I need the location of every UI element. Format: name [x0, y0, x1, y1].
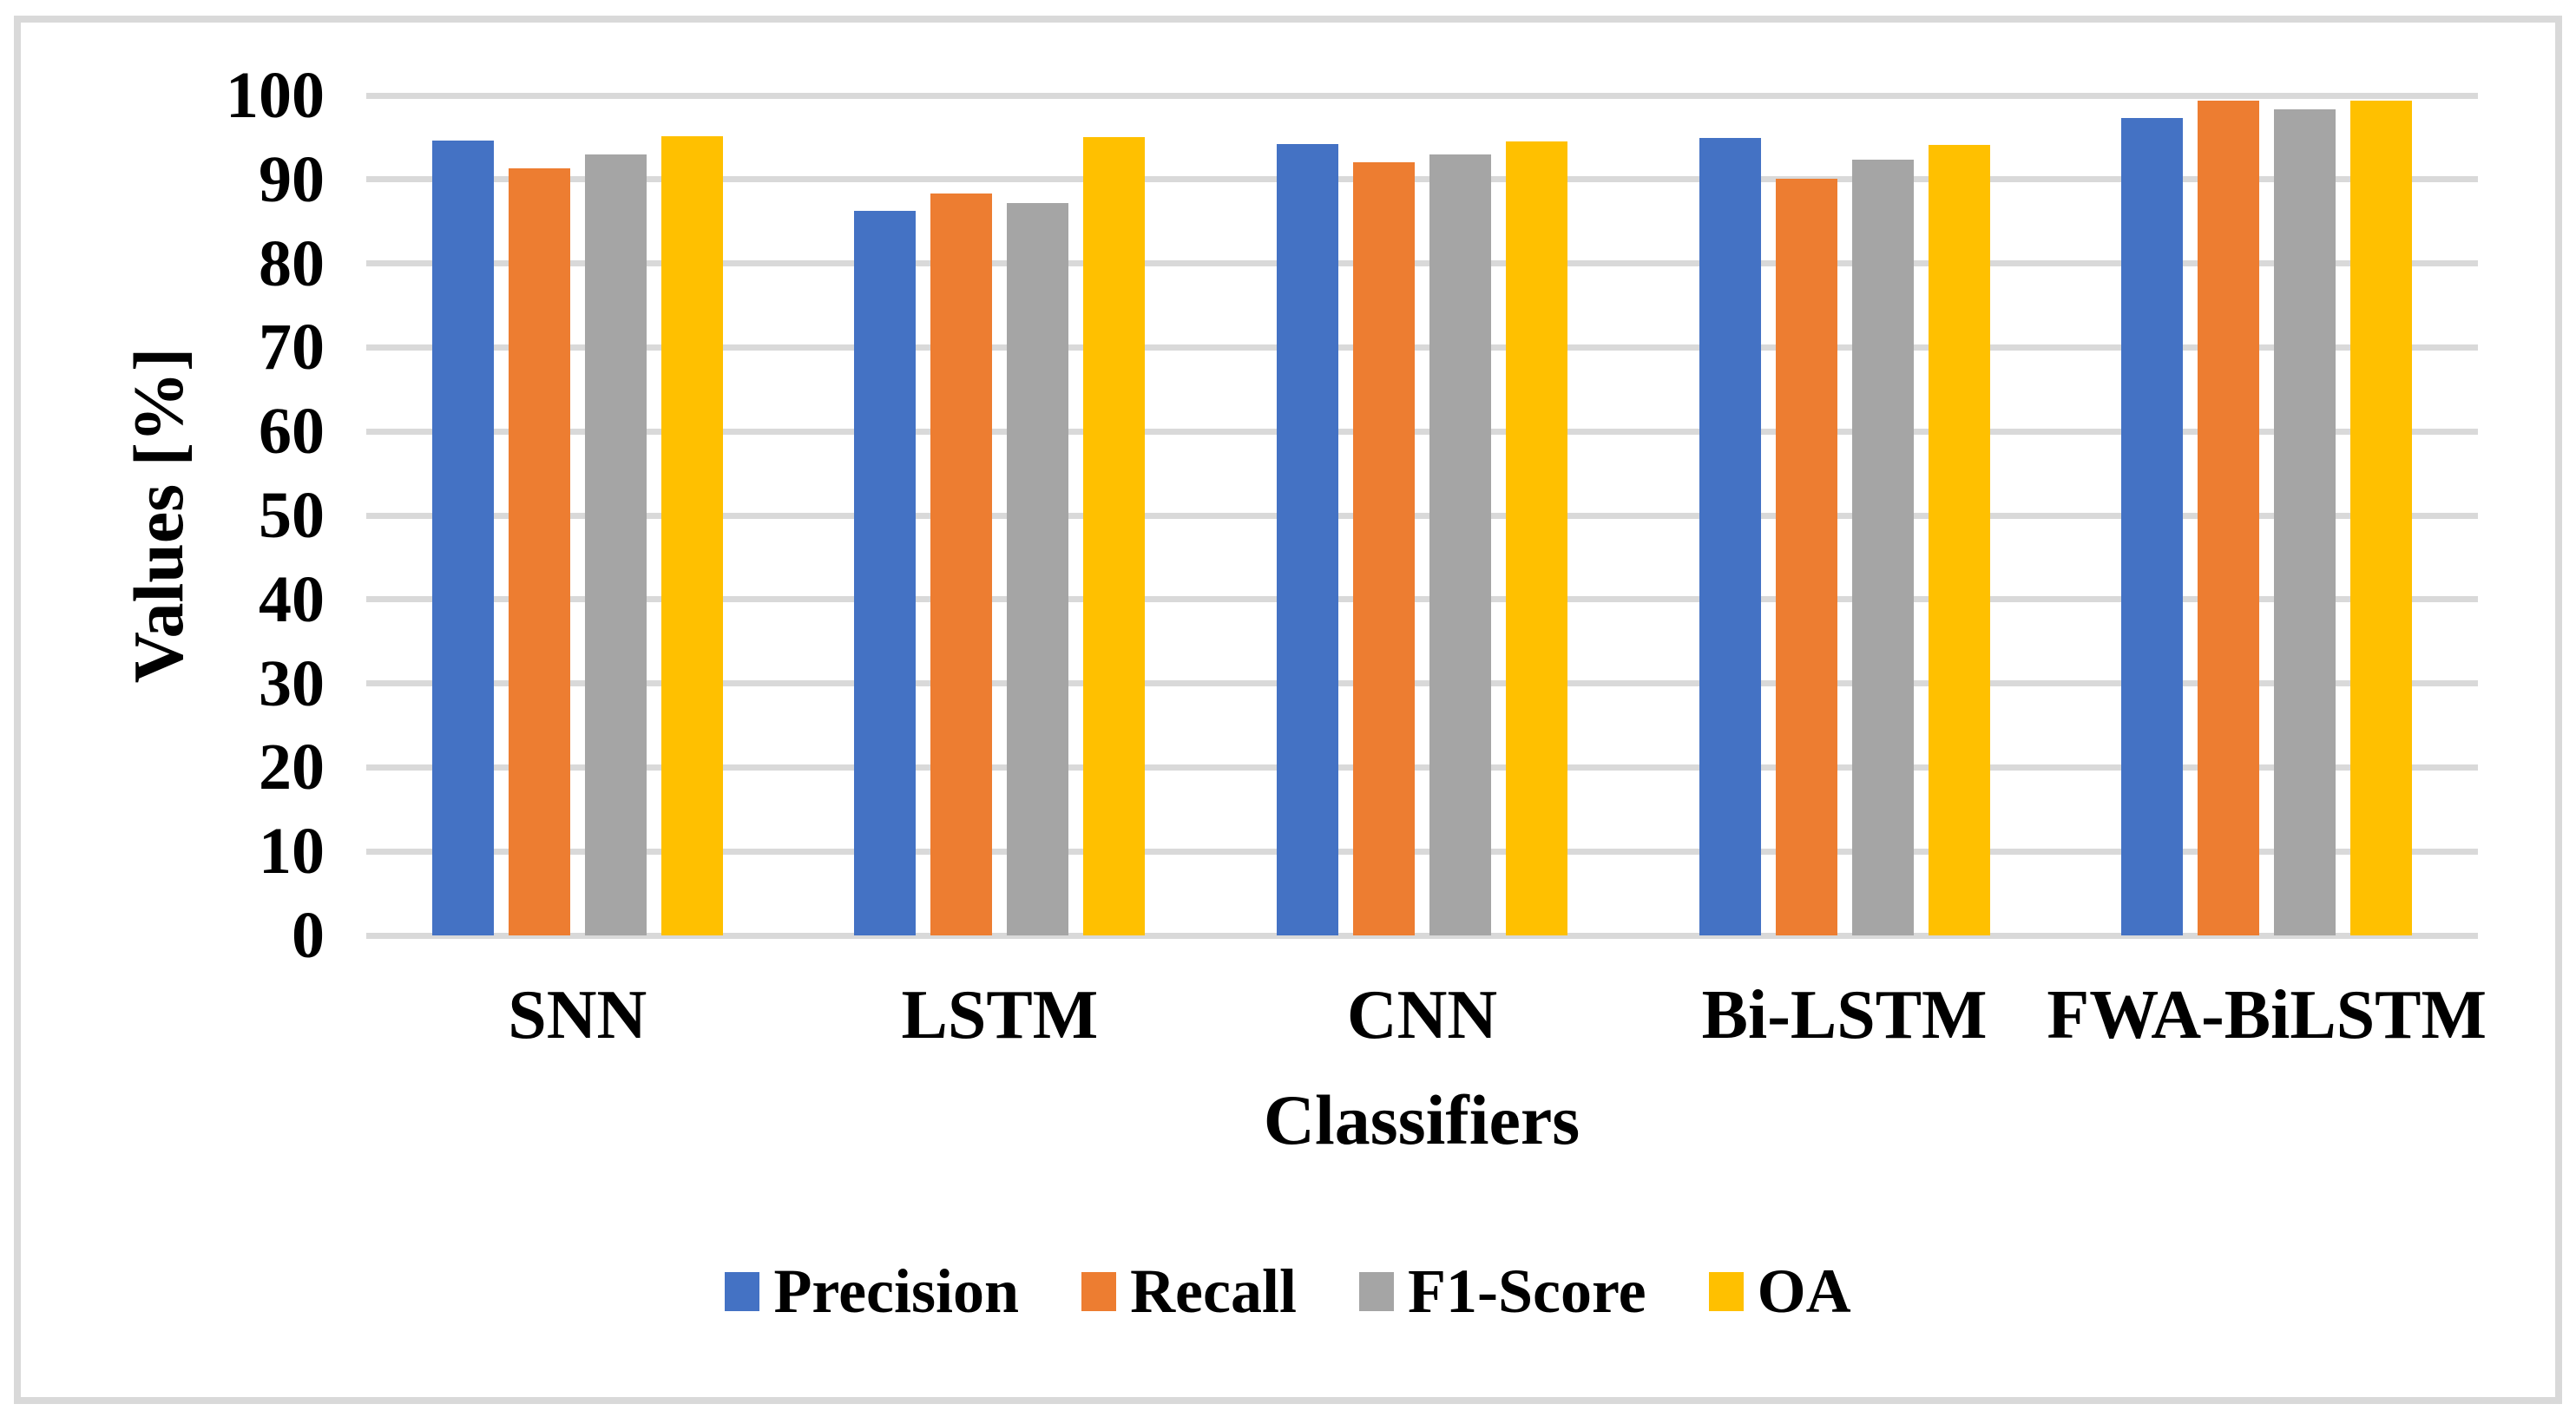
bar-lstm-precision: [854, 210, 917, 935]
bar-fwa-bilstm-precision: [2121, 118, 2184, 935]
gridline-50: [366, 512, 2478, 519]
y-tick-label-40: 40: [259, 562, 325, 636]
y-tick-label-0: 0: [292, 899, 325, 972]
bar-cnn-oa: [1506, 141, 1567, 935]
gridline-90: [366, 176, 2478, 183]
bar-bi-lstm-recall: [1775, 178, 1837, 935]
legend: Precision Recall F1-Score OA: [0, 1260, 2576, 1322]
gridline-20: [366, 764, 2478, 771]
gridline-0: [366, 932, 2478, 939]
y-tick-label-100: 100: [226, 59, 325, 132]
x-category-label-cnn: CNN: [1346, 977, 1498, 1053]
gridline-30: [366, 680, 2478, 687]
legend-item-oa: OA: [1708, 1256, 1851, 1326]
legend-swatch-recall: [1081, 1271, 1117, 1311]
bar-snn-oa: [660, 136, 723, 935]
bar-snn-recall: [508, 168, 570, 935]
legend-swatch-precision: [725, 1271, 760, 1311]
bar-snn-precision: [431, 141, 494, 935]
y-tick-label-30: 30: [259, 646, 325, 720]
y-tick-label-60: 60: [259, 395, 325, 469]
gridline-100: [366, 92, 2478, 99]
bar-cnn-precision: [1277, 144, 1338, 935]
legend-label-oa: OA: [1757, 1256, 1851, 1326]
y-tick-label-10: 10: [259, 815, 325, 889]
y-tick-label-80: 80: [259, 226, 325, 300]
bar-snn-f1-score: [584, 154, 647, 935]
legend-label-precision: Precision: [773, 1256, 1020, 1326]
bar-cnn-recall: [1353, 162, 1415, 935]
bar-fwa-bilstm-recall: [2198, 100, 2260, 935]
gridline-10: [366, 848, 2478, 855]
gridline-40: [366, 596, 2478, 603]
y-tick-label-90: 90: [259, 142, 325, 216]
x-category-label-fwa-bilstm: FWA-BiLSTM: [2047, 977, 2487, 1053]
legend-swatch-f1-score: [1358, 1271, 1394, 1311]
bar-lstm-oa: [1083, 137, 1146, 935]
bar-fwa-bilstm-f1-score: [2274, 109, 2336, 935]
bar-lstm-recall: [930, 194, 993, 935]
legend-item-precision: Precision: [725, 1260, 1019, 1322]
y-tick-label-20: 20: [259, 731, 325, 804]
bar-cnn-f1-score: [1429, 154, 1491, 935]
bar-lstm-f1-score: [1007, 202, 1069, 935]
legend-swatch-oa: [1708, 1271, 1744, 1311]
x-category-label-snn: SNN: [508, 977, 647, 1053]
x-category-label-bi-lstm: Bi-LSTM: [1701, 977, 1988, 1053]
gridline-70: [366, 344, 2478, 351]
gridline-60: [366, 428, 2478, 435]
bar-bi-lstm-oa: [1928, 145, 1990, 935]
bar-bi-lstm-f1-score: [1851, 159, 1914, 935]
legend-label-recall: Recall: [1130, 1256, 1297, 1326]
figure-border: [14, 16, 2562, 1404]
legend-item-recall: Recall: [1081, 1260, 1297, 1322]
bar-fwa-bilstm-oa: [2350, 100, 2413, 935]
legend-label-f1-score: F1-Score: [1407, 1256, 1646, 1326]
y-tick-label-70: 70: [259, 311, 325, 384]
y-tick-label-50: 50: [259, 479, 325, 552]
gridline-80: [366, 260, 2478, 267]
legend-item-f1-score: F1-Score: [1358, 1256, 1646, 1326]
x-category-label-lstm: LSTM: [901, 977, 1099, 1053]
x-axis-title: Classifiers: [1263, 1080, 1580, 1159]
bar-bi-lstm-precision: [1699, 138, 1761, 935]
